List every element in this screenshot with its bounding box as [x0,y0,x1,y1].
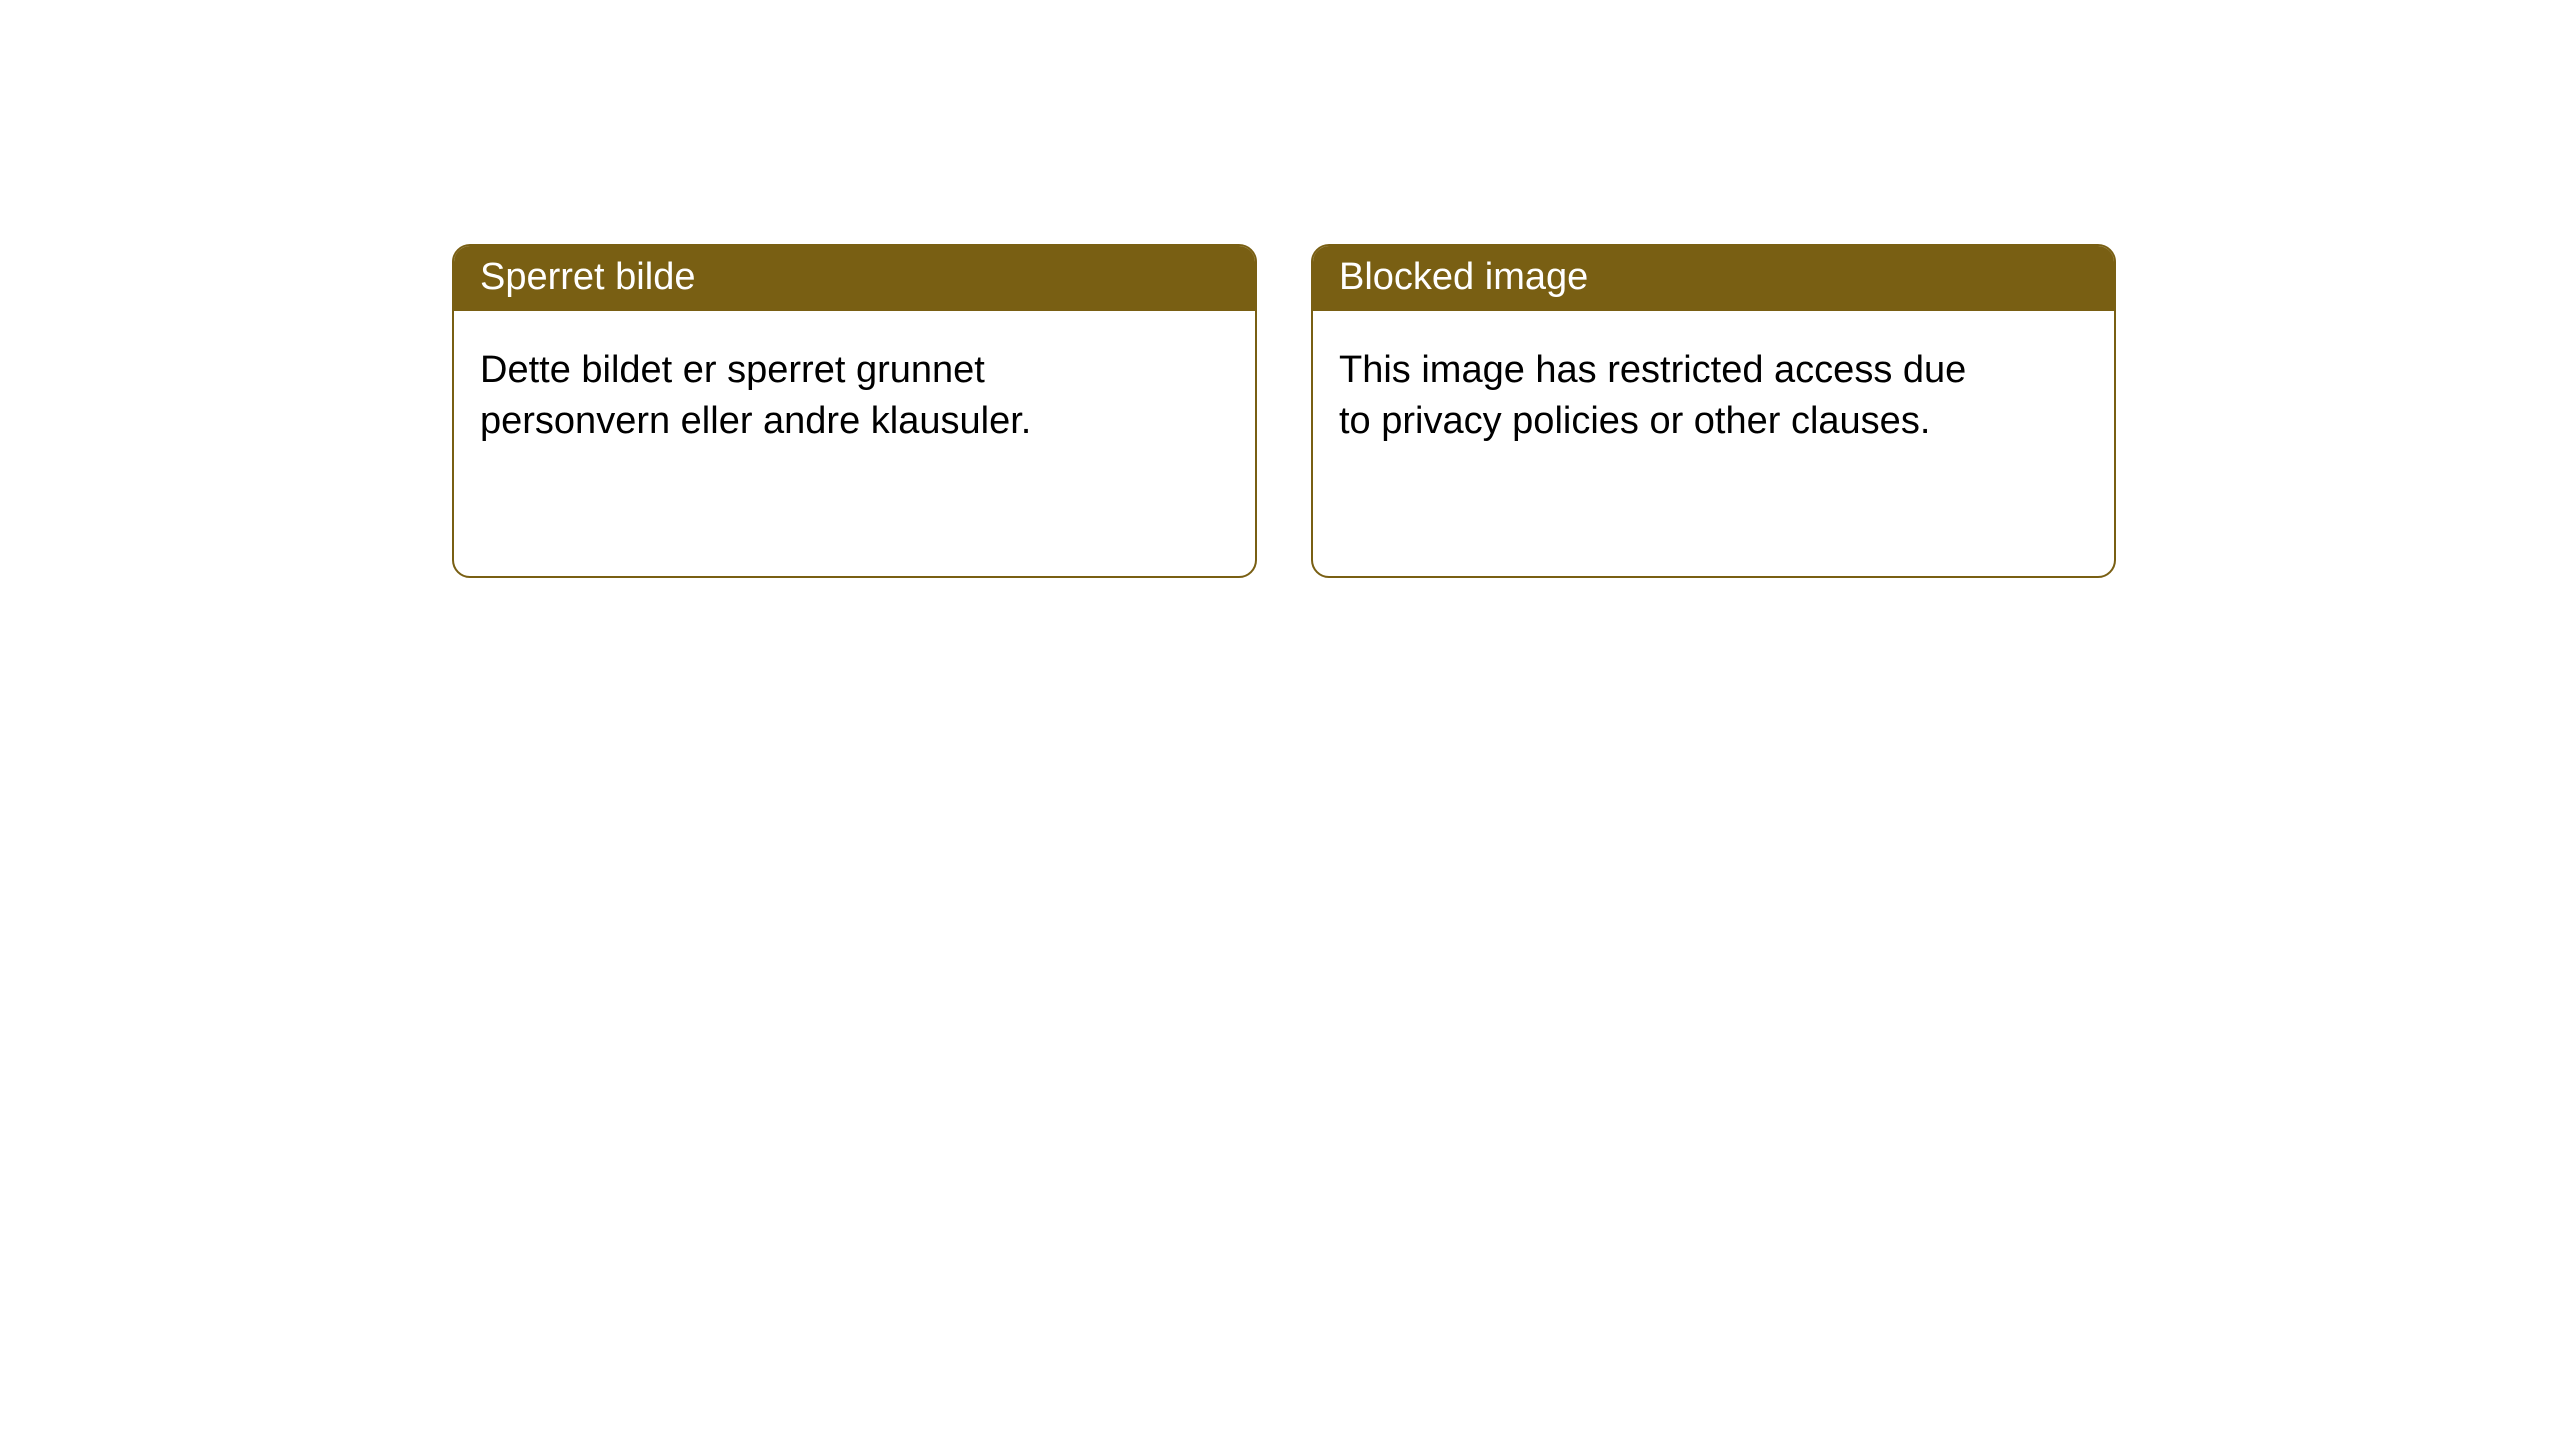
notice-box-english: Blocked image This image has restricted … [1311,244,2116,578]
notice-container: Sperret bilde Dette bildet er sperret gr… [452,244,2116,578]
notice-body: Dette bildet er sperret grunnet personve… [454,311,1154,482]
notice-header: Sperret bilde [454,246,1255,311]
notice-title: Blocked image [1339,256,1588,298]
notice-box-norwegian: Sperret bilde Dette bildet er sperret gr… [452,244,1257,578]
notice-header: Blocked image [1313,246,2114,311]
notice-body-text: Dette bildet er sperret grunnet personve… [480,349,1031,442]
notice-body-text: This image has restricted access due to … [1339,349,1966,442]
notice-title: Sperret bilde [480,256,695,298]
notice-body: This image has restricted access due to … [1313,311,2013,482]
